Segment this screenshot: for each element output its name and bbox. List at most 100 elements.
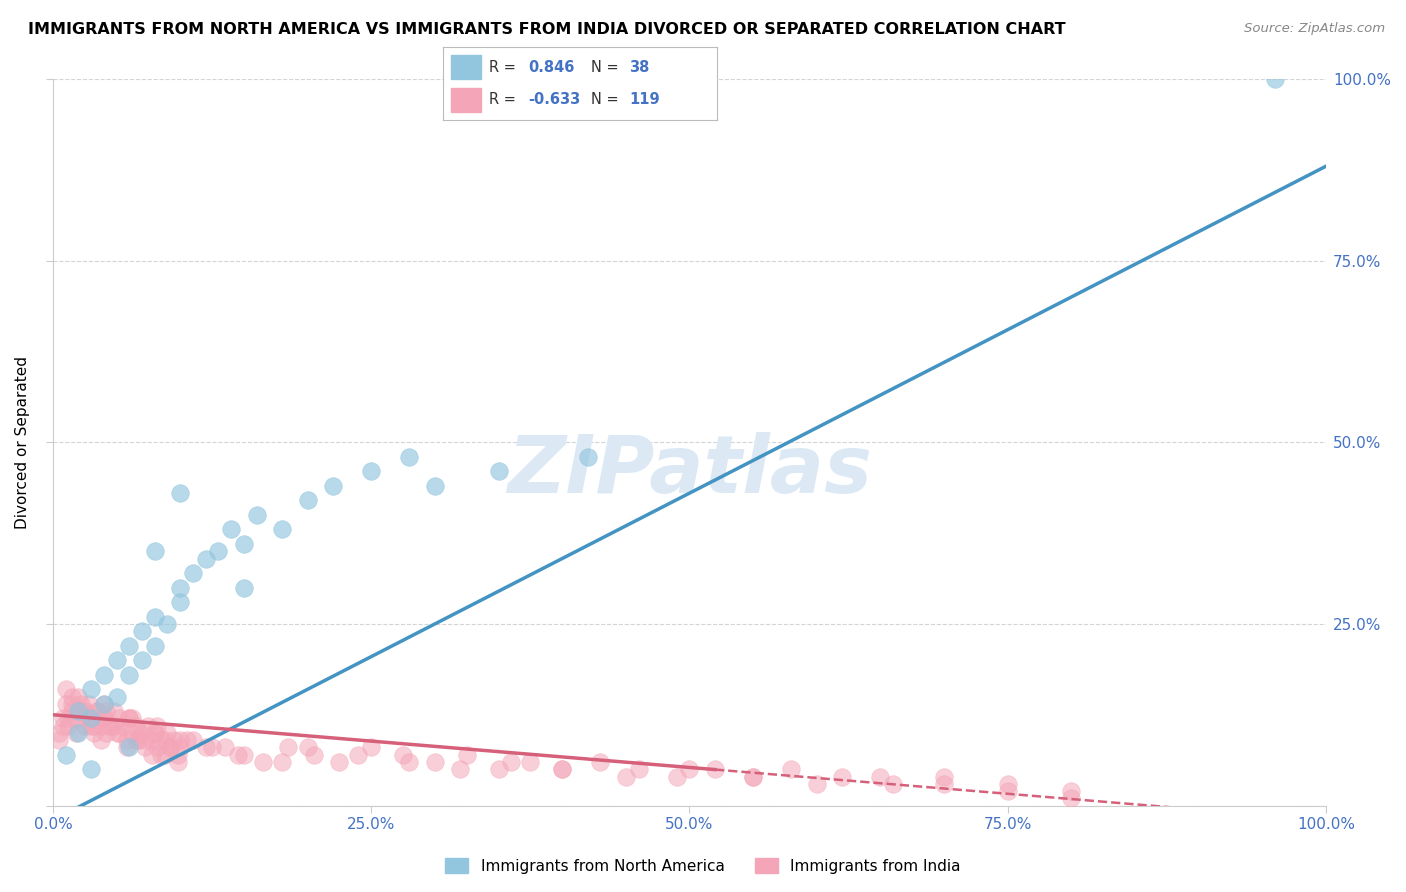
Point	[156, 616, 179, 631]
Point	[118, 711, 141, 725]
Point	[111, 719, 134, 733]
Point	[55, 697, 77, 711]
Point	[665, 770, 688, 784]
Point	[232, 537, 254, 551]
Point	[146, 719, 169, 733]
Point	[806, 777, 828, 791]
Point	[398, 450, 420, 464]
Text: N =: N =	[591, 93, 619, 107]
Point	[141, 733, 163, 747]
Point	[1060, 791, 1083, 805]
Point	[83, 719, 105, 733]
Point	[297, 740, 319, 755]
Point	[118, 711, 141, 725]
Point	[60, 690, 83, 704]
Point	[252, 755, 274, 769]
Point	[150, 733, 173, 747]
Point	[501, 755, 523, 769]
Point	[232, 747, 254, 762]
Text: ZIPatlas: ZIPatlas	[508, 433, 872, 510]
Point	[143, 639, 166, 653]
Point	[70, 697, 93, 711]
Point	[143, 609, 166, 624]
Text: -0.633: -0.633	[527, 93, 581, 107]
Point	[169, 595, 191, 609]
Point	[150, 747, 173, 762]
Point	[214, 740, 236, 755]
Point	[93, 711, 115, 725]
Point	[627, 762, 650, 776]
Point	[118, 668, 141, 682]
Point	[328, 755, 350, 769]
Point	[347, 747, 370, 762]
Point	[392, 747, 415, 762]
Point	[118, 639, 141, 653]
Point	[65, 726, 87, 740]
Point	[80, 711, 103, 725]
Point	[1264, 72, 1286, 87]
Point	[143, 726, 166, 740]
Point	[105, 726, 128, 740]
Point	[67, 704, 90, 718]
Point	[488, 464, 510, 478]
Point	[77, 697, 100, 711]
Y-axis label: Divorced or Separated: Divorced or Separated	[15, 356, 30, 529]
Point	[96, 726, 118, 740]
Point	[80, 762, 103, 776]
Point	[360, 464, 382, 478]
Point	[398, 755, 420, 769]
Point	[297, 493, 319, 508]
Point	[121, 726, 143, 740]
Point	[882, 777, 904, 791]
Point	[98, 719, 121, 733]
Point	[128, 733, 150, 747]
Point	[48, 726, 70, 740]
Text: R =: R =	[489, 60, 516, 75]
Point	[159, 740, 181, 755]
Point	[58, 711, 80, 725]
Point	[742, 770, 765, 784]
Point	[80, 719, 103, 733]
Point	[1060, 784, 1083, 798]
Point	[143, 544, 166, 558]
Point	[58, 719, 80, 733]
Point	[423, 479, 446, 493]
Point	[52, 711, 75, 725]
Point	[118, 740, 141, 755]
Point	[169, 740, 191, 755]
Text: R =: R =	[489, 93, 516, 107]
Text: Source: ZipAtlas.com: Source: ZipAtlas.com	[1244, 22, 1385, 36]
Point	[780, 762, 803, 776]
Point	[156, 726, 179, 740]
Point	[449, 762, 471, 776]
Text: 119: 119	[630, 93, 659, 107]
Point	[219, 523, 242, 537]
Point	[131, 653, 153, 667]
Point	[90, 719, 112, 733]
Point	[488, 762, 510, 776]
Point	[131, 726, 153, 740]
Point	[141, 747, 163, 762]
Point	[159, 740, 181, 755]
Point	[143, 726, 166, 740]
Point	[55, 747, 77, 762]
Point	[60, 704, 83, 718]
Point	[271, 523, 294, 537]
Point	[108, 726, 131, 740]
Point	[232, 581, 254, 595]
Point	[67, 690, 90, 704]
Point	[997, 777, 1019, 791]
Text: IMMIGRANTS FROM NORTH AMERICA VS IMMIGRANTS FROM INDIA DIVORCED OR SEPARATED COR: IMMIGRANTS FROM NORTH AMERICA VS IMMIGRA…	[28, 22, 1066, 37]
Point	[115, 740, 138, 755]
Point	[360, 740, 382, 755]
Point	[93, 711, 115, 725]
Point	[55, 682, 77, 697]
Point	[124, 719, 146, 733]
Point	[153, 747, 176, 762]
Point	[226, 747, 249, 762]
Point	[60, 697, 83, 711]
Point	[322, 479, 344, 493]
Point	[997, 784, 1019, 798]
Point	[271, 755, 294, 769]
Point	[138, 719, 160, 733]
